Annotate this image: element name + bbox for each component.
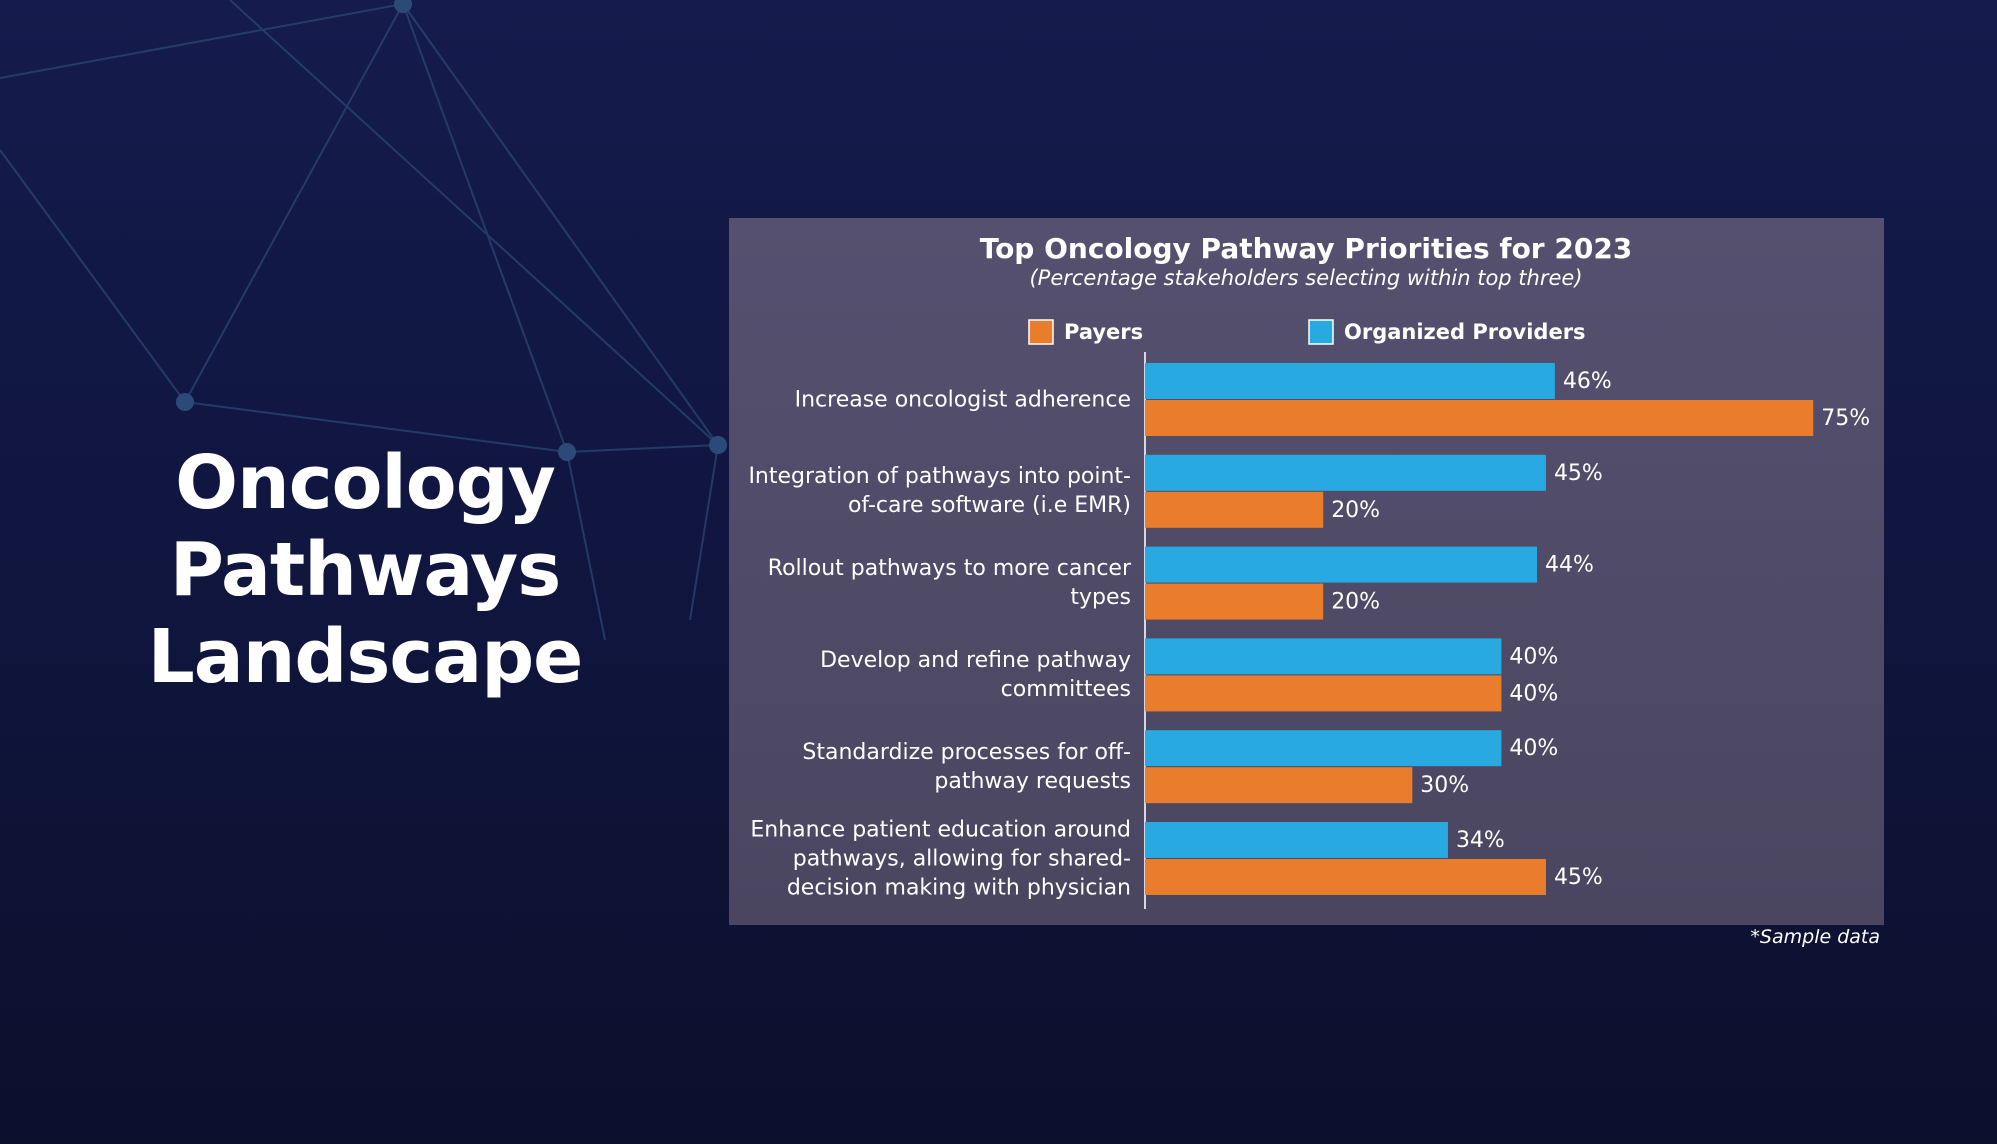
category-label: Enhance patient education around pathway… — [750, 817, 1131, 900]
bar — [1145, 822, 1448, 858]
value-label: 45% — [1554, 865, 1603, 890]
value-label: 20% — [1331, 498, 1380, 523]
bar — [1145, 638, 1502, 675]
value-label: 30% — [1420, 773, 1469, 798]
bar — [1145, 491, 1324, 528]
bar — [1145, 730, 1502, 767]
bar — [1145, 767, 1413, 804]
chart-subtitle: (Percentage stakeholders selecting withi… — [1029, 266, 1582, 290]
bar — [1145, 454, 1546, 491]
bar — [1145, 675, 1502, 712]
category-label: Increase oncologist adherence — [794, 387, 1131, 412]
bar — [1145, 363, 1555, 399]
chart: Top Oncology Pathway Priorities for 2023… — [980, 232, 1870, 909]
chart-title: Top Oncology Pathway Priorities for 2023 — [980, 232, 1633, 265]
bar — [1145, 859, 1546, 895]
category-label: Standardize processes for off-pathway re… — [802, 739, 1131, 794]
value-label: 40% — [1509, 644, 1558, 669]
category-label: Rollout pathways to more cancer types — [767, 556, 1131, 611]
category-label: Integration of pathways into point-of-ca… — [748, 464, 1131, 519]
legend-swatch — [1028, 319, 1054, 345]
value-label: 40% — [1509, 736, 1558, 761]
bar — [1145, 583, 1324, 620]
bar — [1145, 400, 1814, 436]
value-label: 44% — [1545, 553, 1594, 578]
value-label: 75% — [1821, 406, 1870, 431]
value-label: 45% — [1554, 461, 1603, 486]
legend-label: Organized Providers — [1344, 320, 1586, 344]
bar — [1145, 546, 1538, 583]
value-label: 34% — [1456, 828, 1505, 853]
value-label: 46% — [1563, 369, 1612, 394]
slide-title: Oncology Pathways Landscape — [147, 440, 584, 700]
value-label: 40% — [1509, 681, 1558, 706]
legend-label: Payers — [1064, 320, 1143, 344]
category-label: Develop and refine pathway committees — [820, 647, 1131, 702]
legend-swatch — [1308, 319, 1334, 345]
footnote: *Sample data — [1750, 926, 1880, 948]
chart-panel: Top Oncology Pathway Priorities for 2023… — [729, 218, 1884, 925]
value-label: 20% — [1331, 590, 1380, 615]
